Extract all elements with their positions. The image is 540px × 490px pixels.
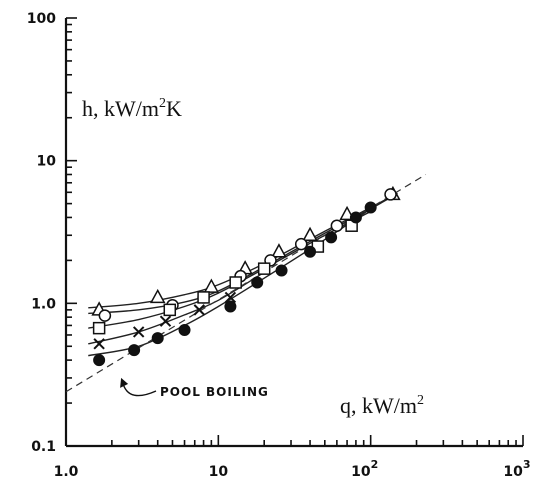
annotation-arrow-head: [120, 377, 129, 388]
data-point-x: [193, 304, 206, 316]
data-point-circle-filled: [93, 354, 106, 367]
data-point-circle-filled: [128, 344, 141, 357]
data-point-circle-filled: [364, 201, 377, 214]
pool-boiling-annotation: POOL BOILING: [120, 377, 269, 399]
data-point-triangle: [271, 243, 287, 258]
data-point-circle-filled: [251, 276, 264, 289]
data-point-circle-open: [384, 188, 397, 201]
y-tick-label: 10: [37, 154, 57, 170]
data-point-circle-filled: [325, 231, 338, 244]
data-point-square: [92, 321, 106, 335]
data-point-circle-filled: [151, 332, 164, 345]
chart-axes: [64, 17, 524, 448]
data-point-square: [197, 291, 210, 304]
data-point-circle-filled: [178, 324, 191, 337]
data-point-triangle: [203, 278, 220, 293]
tick-labels: 0.1 1.0 10 100 1.0 10 102 103: [27, 11, 531, 480]
data-point-triangle: [149, 288, 166, 304]
data-points: [91, 185, 401, 367]
fit-curve-x: [88, 271, 265, 345]
y-tick-label: 100: [27, 11, 56, 27]
data-point-circle-filled: [304, 245, 317, 258]
fit-curve-triangle: [88, 192, 398, 309]
data-point-triangle: [302, 226, 318, 242]
data-point-x: [132, 326, 145, 338]
data-point-x: [93, 338, 105, 350]
data-point-circle-filled: [224, 300, 237, 313]
x-tick-label: 10: [209, 464, 229, 480]
data-point-square: [163, 303, 177, 317]
data-point-x: [159, 315, 172, 327]
x-tick-label: 102: [351, 458, 378, 480]
data-point-square: [257, 262, 271, 275]
data-point-circle-open: [330, 219, 344, 232]
data-point-circle-open: [294, 237, 308, 251]
pool-boiling-label: POOL BOILING: [160, 385, 269, 399]
x-tick-label: 1.0: [54, 464, 79, 480]
data-point-square: [229, 276, 242, 289]
data-point-circle-filled: [275, 264, 288, 277]
x-axis-label: q, kW/m2: [340, 393, 424, 418]
data-point-circle-open: [98, 309, 112, 322]
data-point-x: [224, 291, 237, 304]
fit-curve-circle-open: [88, 192, 398, 315]
y-tick-label: 0.1: [31, 439, 56, 455]
data-point-circle-filled: [349, 211, 362, 224]
x-tick-label: 103: [503, 458, 530, 480]
annotation-arrow-shaft: [122, 383, 157, 397]
y-axis-label: h, kW/m2K: [82, 96, 182, 121]
y-tick-label: 1.0: [31, 296, 56, 312]
